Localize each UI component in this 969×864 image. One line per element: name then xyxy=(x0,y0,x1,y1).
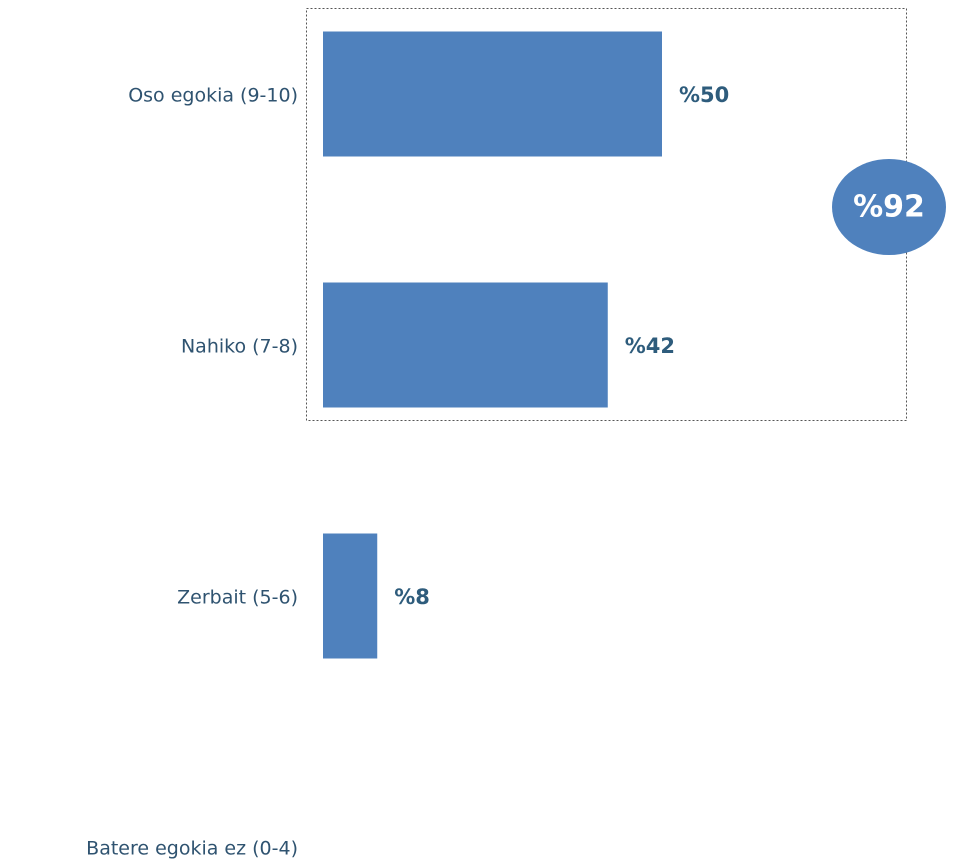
value-label: %50 xyxy=(679,83,729,107)
category-label: Batere egokia ez (0-4) xyxy=(86,838,298,860)
annotation: %92 xyxy=(853,190,925,225)
category-label: Nahiko (7-8) xyxy=(181,336,298,358)
bar xyxy=(323,31,662,157)
value-label: %8 xyxy=(394,585,430,609)
annotation-bubble xyxy=(832,159,946,255)
value-label: %42 xyxy=(625,334,675,358)
category-label: Oso egokia (9-10) xyxy=(128,85,298,107)
category-label: Zerbait (5-6) xyxy=(177,587,298,609)
bar xyxy=(323,533,378,659)
bar xyxy=(323,282,608,408)
